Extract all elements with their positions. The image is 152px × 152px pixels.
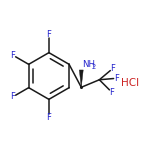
Text: F: F bbox=[47, 113, 51, 122]
Text: F: F bbox=[110, 64, 115, 73]
Polygon shape bbox=[79, 70, 83, 87]
Text: NH: NH bbox=[82, 60, 95, 69]
Text: F: F bbox=[10, 51, 15, 60]
Text: 2: 2 bbox=[91, 64, 96, 70]
Text: F: F bbox=[47, 30, 51, 39]
Text: F: F bbox=[114, 74, 119, 83]
Text: F: F bbox=[109, 88, 114, 97]
Text: HCl: HCl bbox=[121, 78, 139, 88]
Text: F: F bbox=[10, 92, 15, 101]
